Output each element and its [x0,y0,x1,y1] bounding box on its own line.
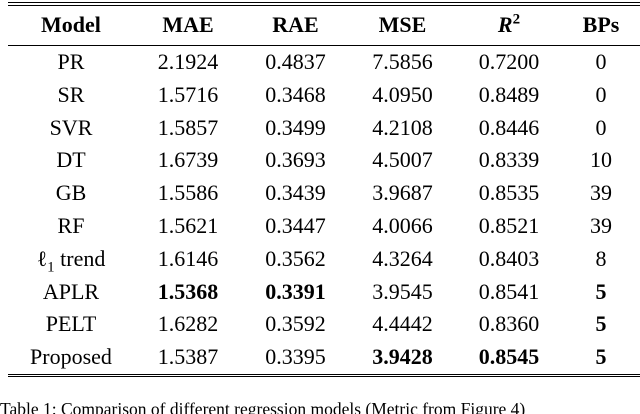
regression-metrics-table: Model MAE RAE MSE R2 BPs PR 2.1924 0.4837 7… [8,5,640,374]
results-table-wrap: Model MAE RAE MSE R2 BPs PR 2.1924 0.4837 7… [8,2,640,378]
metric-value-cell: 0.8521 [478,212,540,238]
metric-value-cell: 1.5716 [157,81,219,107]
column-header-mae: MAE [134,5,242,46]
model-name-cell: GB [55,180,87,206]
metric-value-cell: 4.2108 [372,114,433,140]
table-row: RF 1.5621 0.3447 4.0066 0.8521 39 [8,210,640,243]
metric-value-cell: 0 [595,114,607,140]
r2-symbol: R [497,12,513,38]
model-name-subscript: 1 [47,259,55,276]
metric-value-cell: 0.8489 [478,81,540,107]
metric-value-cell: 0.8446 [478,114,540,140]
metric-value-cell: 3.9545 [372,278,433,304]
metric-value-cell: 4.4442 [372,311,433,337]
model-name-cell: ℓ1 trend [8,242,134,275]
metric-value-cell: 10 [590,147,612,173]
metric-value-cell: 0.8360 [478,311,540,337]
metric-value-cell: 39 [590,180,612,206]
table-caption: Table 1: Comparison of different regress… [0,399,526,414]
model-name-cell: PR [57,48,85,74]
metric-value-cell: 5 [595,311,607,337]
metric-value-cell: 0.8545 [478,344,540,370]
metric-value-cell: 0.7200 [478,48,540,74]
metric-value-cell: 1.6282 [157,311,219,337]
model-name-segment: trend [54,245,106,271]
metric-value-cell: 0.3395 [265,344,326,370]
table-row: GB 1.5586 0.3439 3.9687 0.8535 39 [8,177,640,210]
model-name-cell: SR [57,81,85,107]
metric-value-cell: 39 [590,212,612,238]
metric-value-cell: 1.5857 [157,114,219,140]
column-header-bps: BPs [562,5,640,46]
column-header-model: Model [8,5,134,46]
metric-value-cell: 1.5621 [157,212,219,238]
metric-value-cell: 1.5368 [157,278,219,304]
model-name-cell: RF [57,212,85,238]
metric-value-cell: 0.8339 [478,147,540,173]
metric-value-cell: 0.3468 [265,81,326,107]
column-header-rae: RAE [242,5,349,46]
column-header-r2: R2 [456,5,562,46]
table-row: Proposed 1.5387 0.3395 3.9428 0.8545 5 [8,341,640,374]
table-row: SVR 1.5857 0.3499 4.2108 0.8446 0 [8,111,640,144]
model-name-cell: SVR [49,114,93,140]
metric-value-cell: 2.1924 [157,48,219,74]
metric-value-cell: 1.5387 [157,344,219,370]
metric-value-cell: 0.8535 [478,180,540,206]
table-bottom-rule [8,373,640,378]
model-name-cell: PELT [45,311,97,337]
metric-value-cell: 1.5586 [157,180,219,206]
table-body: PR 2.1924 0.4837 7.5856 0.7200 0 SR 1.5716 0.346… [8,45,640,373]
table-row: ℓ1 trend 1.6146 0.3562 4.3264 0.8403 8 [8,242,640,275]
table-row: PELT 1.6282 0.3592 4.4442 0.8360 5 [8,308,640,341]
metric-value-cell: 3.9428 [372,344,433,370]
metric-value-cell: 0 [595,48,607,74]
metric-value-cell: 0 [595,81,607,107]
metric-value-cell: 4.5007 [372,147,433,173]
column-header-mse: MSE [349,5,456,46]
metric-value-cell: 8 [595,245,607,271]
table-top-rule [8,2,640,6]
metric-value-cell: 0.8403 [478,245,540,271]
metric-value-cell: 1.6739 [157,147,219,173]
model-name-cell: DT [56,147,86,173]
table-row: PR 2.1924 0.4837 7.5856 0.7200 0 [8,45,640,78]
table-row: APLR 1.5368 0.3391 3.9545 0.8541 5 [8,275,640,308]
metric-value-cell: 0.4837 [265,48,326,74]
metric-value-cell: 0.3562 [265,245,326,271]
model-name-cell: APLR [42,278,100,304]
table-row: DT 1.6739 0.3693 4.5007 0.8339 10 [8,144,640,177]
r2-superscript: 2 [512,11,521,28]
metric-value-cell: 4.0950 [372,81,433,107]
metric-value-cell: 4.3264 [372,245,433,271]
metric-value-cell: 5 [595,278,607,304]
metric-value-cell: 0.3447 [265,212,326,238]
table-row: SR 1.5716 0.3468 4.0950 0.8489 0 [8,78,640,111]
header-row: Model MAE RAE MSE R2 BPs [8,5,640,46]
metric-value-cell: 0.3439 [265,180,326,206]
model-name-cell: Proposed [30,344,112,370]
metric-value-cell: 0.3693 [265,147,326,173]
metric-value-cell: 0.3499 [265,114,326,140]
metric-value-cell: 0.8541 [478,278,540,304]
model-name-segment: ℓ [36,245,48,271]
metric-value-cell: 0.3592 [265,311,326,337]
metric-value-cell: 5 [595,344,607,370]
metric-value-cell: 1.6146 [157,245,219,271]
metric-value-cell: 0.3391 [265,278,326,304]
table-header: Model MAE RAE MSE R2 BPs [8,5,640,46]
metric-value-cell: 7.5856 [372,48,433,74]
metric-value-cell: 4.0066 [372,212,433,238]
metric-value-cell: 3.9687 [372,180,433,206]
